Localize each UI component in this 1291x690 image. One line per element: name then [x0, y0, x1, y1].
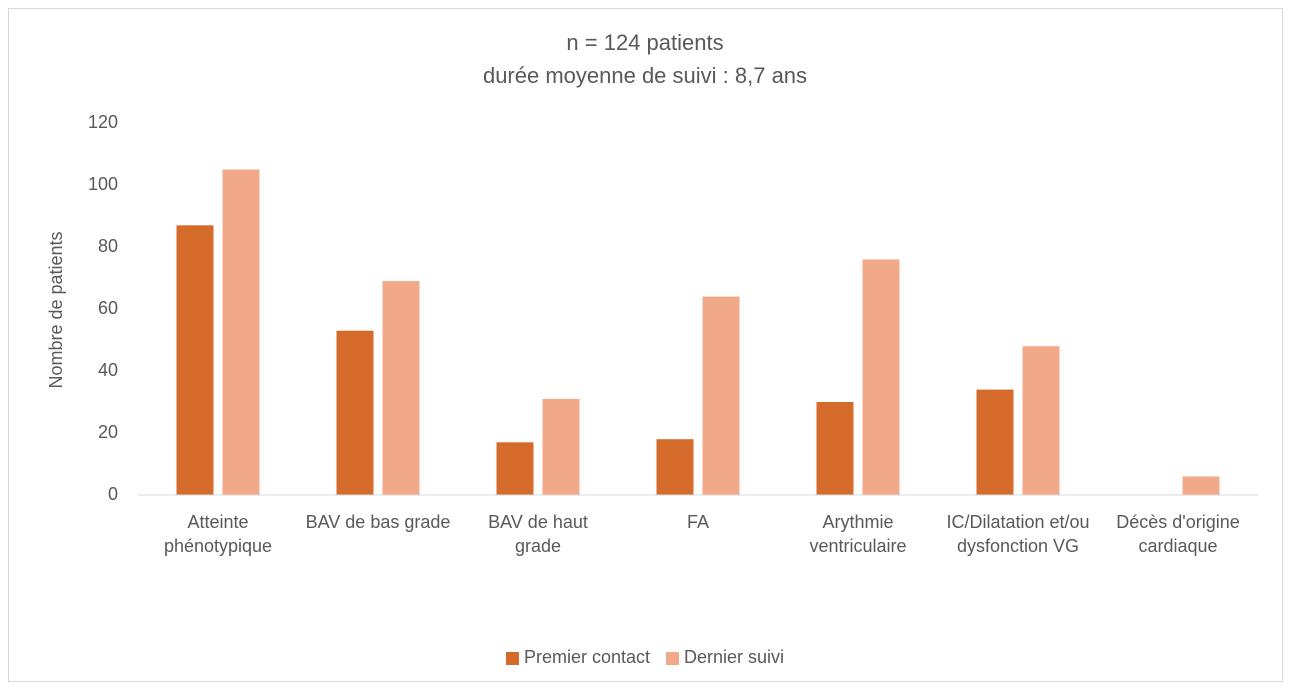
- y-tick-label: 60: [98, 298, 118, 318]
- bar: [382, 281, 420, 495]
- bar: [656, 439, 694, 495]
- legend-swatch: [666, 652, 680, 665]
- y-tick-label: 100: [88, 174, 118, 194]
- chart-border: [8, 8, 1283, 682]
- y-tick-label: 40: [98, 360, 118, 380]
- bar: [542, 398, 580, 495]
- y-axis-label: Nombre de patients: [46, 231, 66, 388]
- bar: [176, 225, 214, 496]
- x-tick-label: Atteinte phénotypique: [163, 512, 273, 556]
- bar: [702, 296, 740, 495]
- y-tick-label: 120: [88, 112, 118, 132]
- bar: [496, 442, 534, 495]
- bar: [816, 402, 854, 495]
- bar: [336, 330, 374, 495]
- bar: [862, 259, 900, 495]
- legend-label: Dernier suivi: [684, 647, 784, 667]
- chart-subtitle: durée moyenne de suivi : 8,7 ans: [483, 63, 807, 88]
- x-tick-label: Arythmie ventriculaire: [809, 512, 907, 556]
- y-tick-label: 80: [98, 236, 118, 256]
- legend-swatch: [505, 652, 519, 665]
- y-tick-label: 20: [98, 422, 118, 442]
- x-tick-label: FA: [686, 512, 709, 532]
- y-tick-label: 0: [108, 484, 118, 504]
- x-tick-label: Décès d'origine cardiaque: [1116, 512, 1240, 556]
- bar: [222, 169, 260, 495]
- x-tick-label: BAV de haut grade: [488, 512, 588, 556]
- bar: [976, 389, 1014, 495]
- bar: [1022, 346, 1060, 495]
- bar: [1182, 476, 1220, 495]
- x-tick-label: BAV de bas grade: [305, 512, 451, 532]
- chart-title: n = 124 patients: [566, 30, 723, 55]
- x-tick-label: IC/Dilatation et/ou dysfonction VG: [946, 512, 1090, 556]
- legend-label: Premier contact: [524, 647, 650, 667]
